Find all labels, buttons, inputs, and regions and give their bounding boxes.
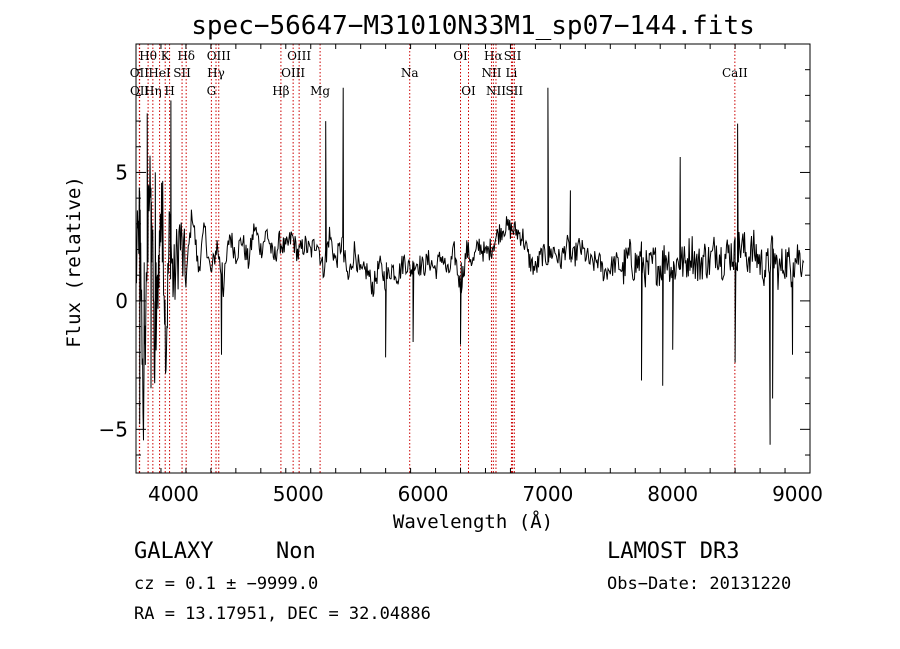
line-label: Li bbox=[506, 66, 518, 80]
chart-title: spec−56647−M31010N33M1_sp07−144.fits bbox=[191, 11, 755, 41]
line-label: G bbox=[207, 84, 217, 98]
line-label: K bbox=[161, 49, 171, 63]
line-label: SII bbox=[505, 84, 523, 98]
y-tick-label: −5 bbox=[99, 417, 128, 441]
y-axis-title: Flux (relative) bbox=[63, 176, 85, 348]
observation-date: Obs−Date: 20131220 bbox=[607, 574, 791, 594]
y-tick-label: 5 bbox=[115, 160, 128, 184]
line-label: OIII bbox=[281, 66, 305, 80]
line-label: SII bbox=[173, 66, 191, 80]
flux-series-line bbox=[135, 87, 805, 445]
survey-name: LAMOST DR3 bbox=[607, 539, 739, 564]
line-label: OIII bbox=[207, 49, 231, 63]
y-tick-label: 0 bbox=[115, 289, 128, 313]
line-label: Hγ bbox=[207, 66, 225, 80]
x-axis-title: Wavelength (Å) bbox=[393, 510, 553, 533]
redshift-readout: cz = 0.1 ± −9999.0 bbox=[134, 574, 318, 594]
object-class: GALAXY bbox=[134, 539, 213, 564]
line-label: CaII bbox=[722, 66, 748, 80]
plot-frame bbox=[135, 43, 811, 474]
line-label: OII bbox=[130, 84, 150, 98]
line-label: OI bbox=[453, 49, 468, 63]
line-label: OI bbox=[461, 84, 476, 98]
x-tick-label: 8000 bbox=[647, 482, 698, 506]
line-label: OIII bbox=[287, 49, 311, 63]
line-label: NII bbox=[486, 84, 506, 98]
line-label: Na bbox=[401, 66, 419, 80]
line-label: Hα bbox=[484, 49, 503, 63]
x-tick-label: 9000 bbox=[772, 482, 823, 506]
x-tick-label: 7000 bbox=[522, 482, 573, 506]
line-label: HeI bbox=[148, 66, 171, 80]
object-subclass: Non bbox=[276, 539, 316, 564]
line-label: Hδ bbox=[177, 49, 195, 63]
x-tick-label: 4000 bbox=[148, 482, 199, 506]
x-tick-label: 5000 bbox=[273, 482, 324, 506]
line-label: Hθ bbox=[139, 49, 157, 63]
x-tick-label: 6000 bbox=[398, 482, 449, 506]
line-label: H bbox=[164, 84, 174, 98]
line-label: NII bbox=[481, 66, 501, 80]
line-label: SII bbox=[504, 49, 522, 63]
line-label: Mg bbox=[310, 84, 330, 98]
coordinates-readout: RA = 13.17951, DEC = 32.04886 bbox=[134, 604, 431, 624]
line-label: Hβ bbox=[272, 84, 289, 98]
line-label: Hη bbox=[144, 84, 162, 98]
